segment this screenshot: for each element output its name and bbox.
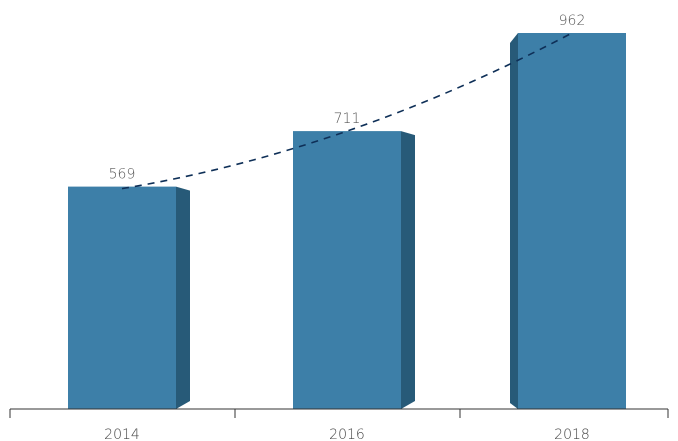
x-tick-label-2016: 2016 xyxy=(329,427,365,441)
value-label-2014: 569 xyxy=(109,167,136,183)
bars-layer xyxy=(68,33,626,409)
bar-2014 xyxy=(68,186,176,409)
bar-2018 xyxy=(518,33,626,409)
bar-side-2014 xyxy=(176,186,190,409)
bar-2016 xyxy=(293,131,401,409)
value-label-2016: 711 xyxy=(334,111,361,127)
x-tick-label-2014: 2014 xyxy=(104,427,140,441)
x-tick-label-2018: 2018 xyxy=(554,427,590,441)
x-axis: 2014 2016 2018 xyxy=(9,408,669,441)
trend-line xyxy=(121,32,573,190)
bar-side-2018 xyxy=(510,33,518,409)
bar-side-2016 xyxy=(401,131,415,409)
value-label-2018: 962 xyxy=(559,13,586,29)
value-labels-layer: 569 711 962 xyxy=(109,13,586,183)
